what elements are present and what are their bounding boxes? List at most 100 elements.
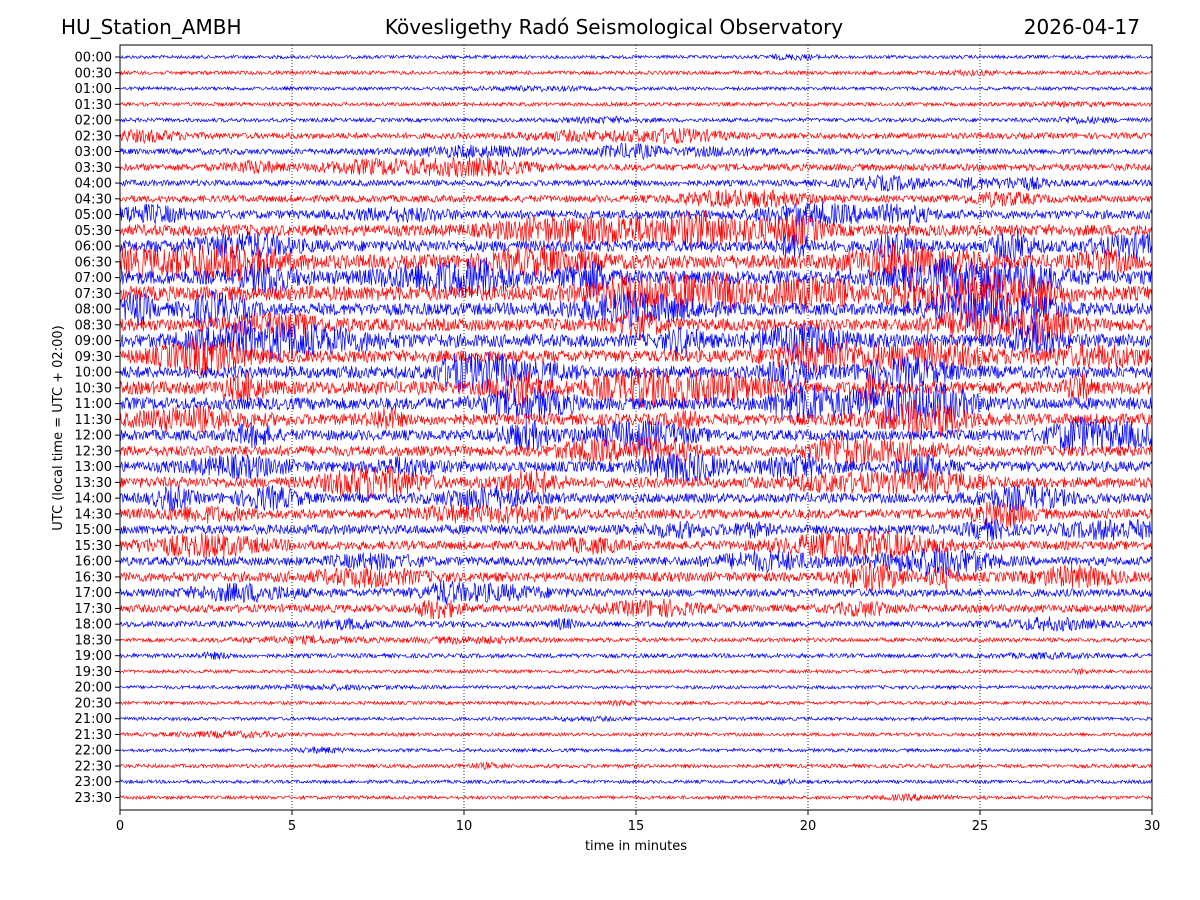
trace-0800 <box>120 288 1152 330</box>
trace-1430 <box>120 501 1152 529</box>
trace-1330 <box>120 466 1152 500</box>
station-name: HU_Station_AMBH <box>61 15 242 39</box>
trace-1600 <box>120 547 1152 577</box>
y-tick-label: 14:00 <box>75 492 112 507</box>
y-tick-label: 07:00 <box>75 271 112 286</box>
trace-1400 <box>120 484 1152 512</box>
y-tick-label: 08:00 <box>75 303 112 318</box>
x-tick-label: 15 <box>628 819 645 834</box>
y-tick-label: 04:30 <box>75 192 112 207</box>
trace-1000 <box>120 351 1152 393</box>
y-tick-label: 06:00 <box>75 240 112 255</box>
y-tick-label: 12:30 <box>75 444 112 459</box>
trace-0300 <box>120 142 1152 161</box>
y-tick-label: 17:30 <box>75 602 112 617</box>
y-tick-label: 16:30 <box>75 570 112 585</box>
y-tick-label: 06:30 <box>75 255 112 270</box>
trace-0430 <box>120 188 1152 209</box>
chart-date: 2026-04-17 <box>1023 15 1140 39</box>
y-tick-label: 02:00 <box>75 114 112 129</box>
trace-0700 <box>120 257 1152 299</box>
x-axis-label: time in minutes <box>585 839 687 854</box>
y-tick-label: 02:30 <box>75 129 112 144</box>
y-tick-label: 15:00 <box>75 523 112 538</box>
y-tick-label: 11:30 <box>75 413 112 428</box>
y-tick-label: 00:30 <box>75 66 112 81</box>
trace-2300 <box>120 777 1152 786</box>
trace-2200 <box>120 746 1152 755</box>
y-tick-label: 19:30 <box>75 665 112 680</box>
trace-1730 <box>120 598 1152 620</box>
trace-1500 <box>120 517 1152 542</box>
x-tick-label: 25 <box>972 819 989 834</box>
y-tick-label: 11:00 <box>75 397 112 412</box>
y-tick-label: 14:30 <box>75 507 112 522</box>
x-tick-label: 30 <box>1144 819 1161 834</box>
y-tick-label: 20:00 <box>75 681 112 696</box>
trace-0930 <box>120 336 1152 377</box>
trace-2330 <box>120 793 1152 802</box>
y-tick-label: 16:00 <box>75 555 112 570</box>
trace-1200 <box>120 416 1152 454</box>
trace-1100 <box>120 382 1152 424</box>
trace-1700 <box>120 580 1152 605</box>
y-axis-label: UTC (local time = UTC + 02:00) <box>51 325 66 530</box>
y-tick-label: 01:00 <box>75 82 112 97</box>
y-tick-label: 07:30 <box>75 287 112 302</box>
y-tick-label: 13:00 <box>75 460 112 475</box>
trace-2100 <box>120 714 1152 723</box>
y-tick-label: 00:00 <box>75 51 112 66</box>
trace-0530 <box>120 210 1152 250</box>
trace-0730 <box>120 272 1152 314</box>
trace-0030 <box>120 68 1152 77</box>
trace-1630 <box>120 562 1152 592</box>
x-tick-label: 0 <box>116 819 124 834</box>
y-tick-label: 01:30 <box>75 98 112 113</box>
trace-0900 <box>120 320 1152 361</box>
trace-0230 <box>120 127 1152 145</box>
trace-2000 <box>120 683 1152 692</box>
y-tick-label: 05:30 <box>75 224 112 239</box>
x-tick-label: 20 <box>800 819 817 834</box>
grid-lines <box>291 45 981 810</box>
trace-1530 <box>120 529 1152 562</box>
y-tick-label: 15:30 <box>75 539 112 554</box>
y-tick-label: 08:30 <box>75 318 112 333</box>
trace-1830 <box>120 634 1152 645</box>
trace-0130 <box>120 100 1152 109</box>
trace-0630 <box>120 243 1152 282</box>
trace-2030 <box>120 699 1152 707</box>
y-tick-label: 23:30 <box>75 791 112 806</box>
trace-0100 <box>120 84 1152 93</box>
y-tick-label: 20:30 <box>75 696 112 711</box>
y-tick-label: 09:00 <box>75 334 112 349</box>
trace-1300 <box>120 451 1152 483</box>
y-tick-label: 19:00 <box>75 649 112 664</box>
y-tick-label: 17:00 <box>75 586 112 601</box>
trace-1130 <box>120 399 1152 438</box>
trace-1230 <box>120 433 1152 466</box>
x-tick-label: 10 <box>456 819 473 834</box>
trace-0600 <box>120 228 1152 263</box>
trace-0400 <box>120 174 1152 192</box>
y-tick-label: 04:00 <box>75 177 112 192</box>
trace-2230 <box>120 761 1152 770</box>
y-tick-label: 22:00 <box>75 744 112 759</box>
trace-1800 <box>120 616 1152 632</box>
trace-1930 <box>120 667 1152 676</box>
trace-1900 <box>120 650 1152 661</box>
y-tick-label: 05:00 <box>75 208 112 223</box>
y-tick-label: 22:30 <box>75 759 112 774</box>
y-tick-label: 21:30 <box>75 728 112 743</box>
y-tick-label: 10:30 <box>75 381 112 396</box>
trace-2130 <box>120 729 1152 740</box>
y-tick-label: 10:00 <box>75 366 112 381</box>
trace-1030 <box>120 367 1152 408</box>
y-tick-label: 09:30 <box>75 350 112 365</box>
y-tick-label: 12:00 <box>75 429 112 444</box>
y-tick-label: 18:00 <box>75 618 112 633</box>
y-axis: 00:0000:3001:0001:3002:0002:3003:0003:30… <box>75 51 120 806</box>
trace-0200 <box>120 115 1152 125</box>
y-tick-label: 03:00 <box>75 145 112 160</box>
x-tick-label: 5 <box>288 819 296 834</box>
